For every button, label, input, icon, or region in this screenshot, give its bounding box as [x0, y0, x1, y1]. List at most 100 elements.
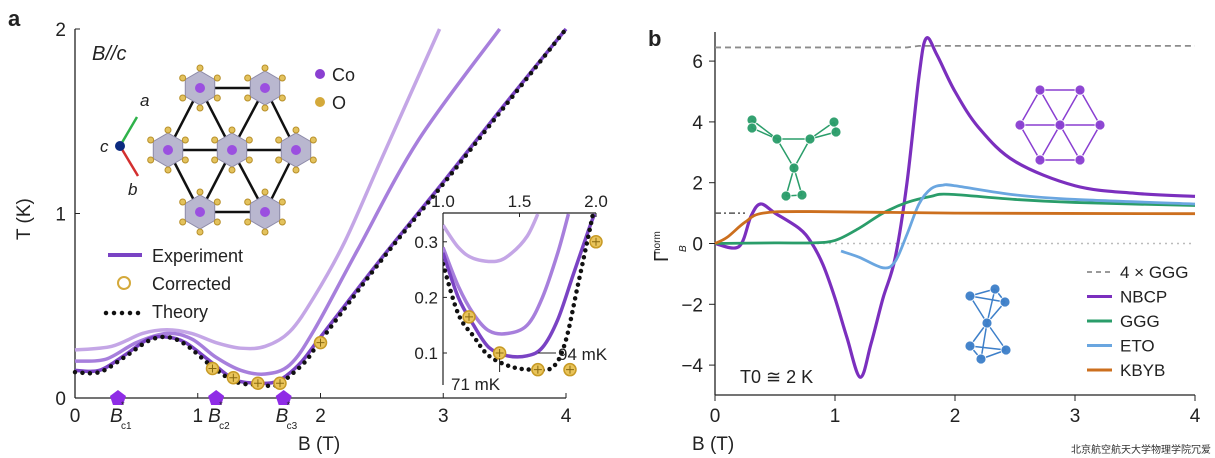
bond — [986, 322, 1007, 351]
bond — [1039, 89, 1061, 126]
legend-label-b: NBCP — [1120, 288, 1167, 307]
bond — [969, 295, 1006, 303]
oxygen-atom — [213, 94, 221, 102]
y-axis-label-b: Γ B norm — [651, 231, 689, 262]
inset-y-tick-label: 0.2 — [414, 288, 438, 307]
x-tick-label-a: 1 — [192, 406, 203, 427]
y-tick-label-a: 1 — [55, 205, 66, 226]
inset-x-tick-label: 1.0 — [431, 192, 455, 211]
oxygen-atom — [228, 126, 236, 134]
legend-label-b: KBYB — [1120, 361, 1165, 380]
oxygen-atom — [179, 218, 187, 226]
y-tick-label-a: 2 — [55, 20, 66, 41]
inset-y-tick-label: 0.3 — [414, 233, 438, 252]
cobalt-atom — [195, 83, 205, 93]
oxygen-atom — [164, 166, 172, 174]
atom — [830, 126, 842, 138]
atom — [746, 122, 758, 134]
inset-y-tick-label: 0.1 — [414, 344, 438, 363]
oxygen-atom — [179, 74, 187, 82]
x-tick-label-a: 2 — [315, 406, 326, 427]
structure-legend-swatch — [315, 69, 325, 79]
inset-corrected-point-mark — [533, 365, 542, 374]
atom — [989, 283, 1001, 295]
legend-label-b: ETO — [1120, 337, 1155, 356]
legend-label-b: 4 × GGG — [1120, 263, 1189, 282]
oxygen-atom — [309, 136, 317, 144]
bond — [1059, 89, 1081, 126]
oxygen-atom — [275, 156, 283, 164]
critical-field-label: B — [110, 406, 123, 427]
oxygen-atom — [244, 198, 252, 206]
atom — [788, 162, 800, 174]
oxygen-atom — [278, 218, 286, 226]
hyperkagome-structure-illustration — [746, 114, 842, 202]
atom — [1014, 119, 1026, 131]
y-axis-label-a: T (K) — [14, 198, 35, 240]
oxygen-atom — [244, 74, 252, 82]
oxygen-atom — [196, 104, 204, 112]
field-direction-label: B//c — [92, 43, 126, 65]
corrected-point-mark — [208, 364, 217, 373]
atom — [1074, 84, 1086, 96]
critical-field-subscript: c1 — [121, 421, 132, 432]
crystal-structure-illustration: a b c Co O — [100, 64, 355, 236]
x-tick-label-a: 0 — [70, 406, 81, 427]
oxygen-atom — [292, 126, 300, 134]
panel-a: 0 1 2 3 4012Bc1*Bc2*Bc3*ExperimentCorrectedT… — [55, 20, 607, 432]
bond — [1019, 124, 1041, 161]
inset-background — [443, 213, 596, 383]
bond — [1079, 124, 1101, 161]
atom — [964, 340, 976, 352]
y-tick-label-b: −4 — [681, 356, 703, 377]
oxygen-atom — [213, 218, 221, 226]
critical-field-marker — [208, 390, 225, 405]
bond — [1039, 124, 1061, 161]
legend-a: Experiment Corrected Theory — [103, 246, 243, 322]
x-tick-label-b: 0 — [710, 406, 721, 427]
axis-label-b: b — [128, 180, 137, 199]
atom — [1074, 154, 1086, 166]
c-axis-dot — [115, 141, 125, 151]
oxygen-atom — [179, 198, 187, 206]
oxygen-atom — [275, 136, 283, 144]
bond — [969, 345, 1007, 351]
series-4-ggg — [715, 45, 1195, 49]
annotation-94mk: 94 mK — [558, 345, 608, 364]
cobalt-atom — [227, 145, 237, 155]
structure-legend-swatch — [315, 97, 325, 107]
inset-corrected-point-mark — [565, 365, 574, 374]
inset-a: 1.0 1.5 2.0 0.1 0.2 0.3 94 mK 71 mK — [414, 192, 607, 394]
atom — [1034, 154, 1046, 166]
inset-corrected-point-mark — [495, 349, 504, 357]
atom — [981, 317, 993, 329]
x-axis-label-b: B (T) — [692, 434, 734, 455]
bond — [1079, 89, 1101, 126]
oxygen-atom — [292, 166, 300, 174]
inset-experiment-curve — [443, 213, 571, 336]
svg-text:B: B — [678, 245, 689, 252]
y-tick-label-b: 6 — [692, 52, 703, 73]
structure-legend-label: O — [332, 93, 346, 113]
atom — [1094, 119, 1106, 131]
oxygen-atom — [245, 156, 253, 164]
corrected-point-mark — [253, 379, 262, 388]
oxygen-atom — [261, 188, 269, 196]
atom — [828, 116, 840, 128]
oxygen-atom — [278, 94, 286, 102]
bond — [980, 322, 988, 360]
panel-label-a: a — [8, 6, 21, 31]
panel-label-b: b — [648, 26, 661, 51]
a-axis-arrow — [118, 116, 139, 147]
atom — [964, 290, 976, 302]
oxygen-atom — [179, 94, 187, 102]
annotation-71mk: 71 mK — [451, 375, 501, 394]
theory-curve — [72, 26, 569, 389]
oxygen-atom — [181, 156, 189, 164]
bond — [793, 138, 811, 169]
x-tick-label-a: 3 — [438, 406, 449, 427]
critical-field-prime: * — [121, 400, 125, 410]
oxygen-atom — [261, 228, 269, 236]
oxygen-atom — [211, 136, 219, 144]
x-tick-label-b: 1 — [830, 406, 841, 427]
